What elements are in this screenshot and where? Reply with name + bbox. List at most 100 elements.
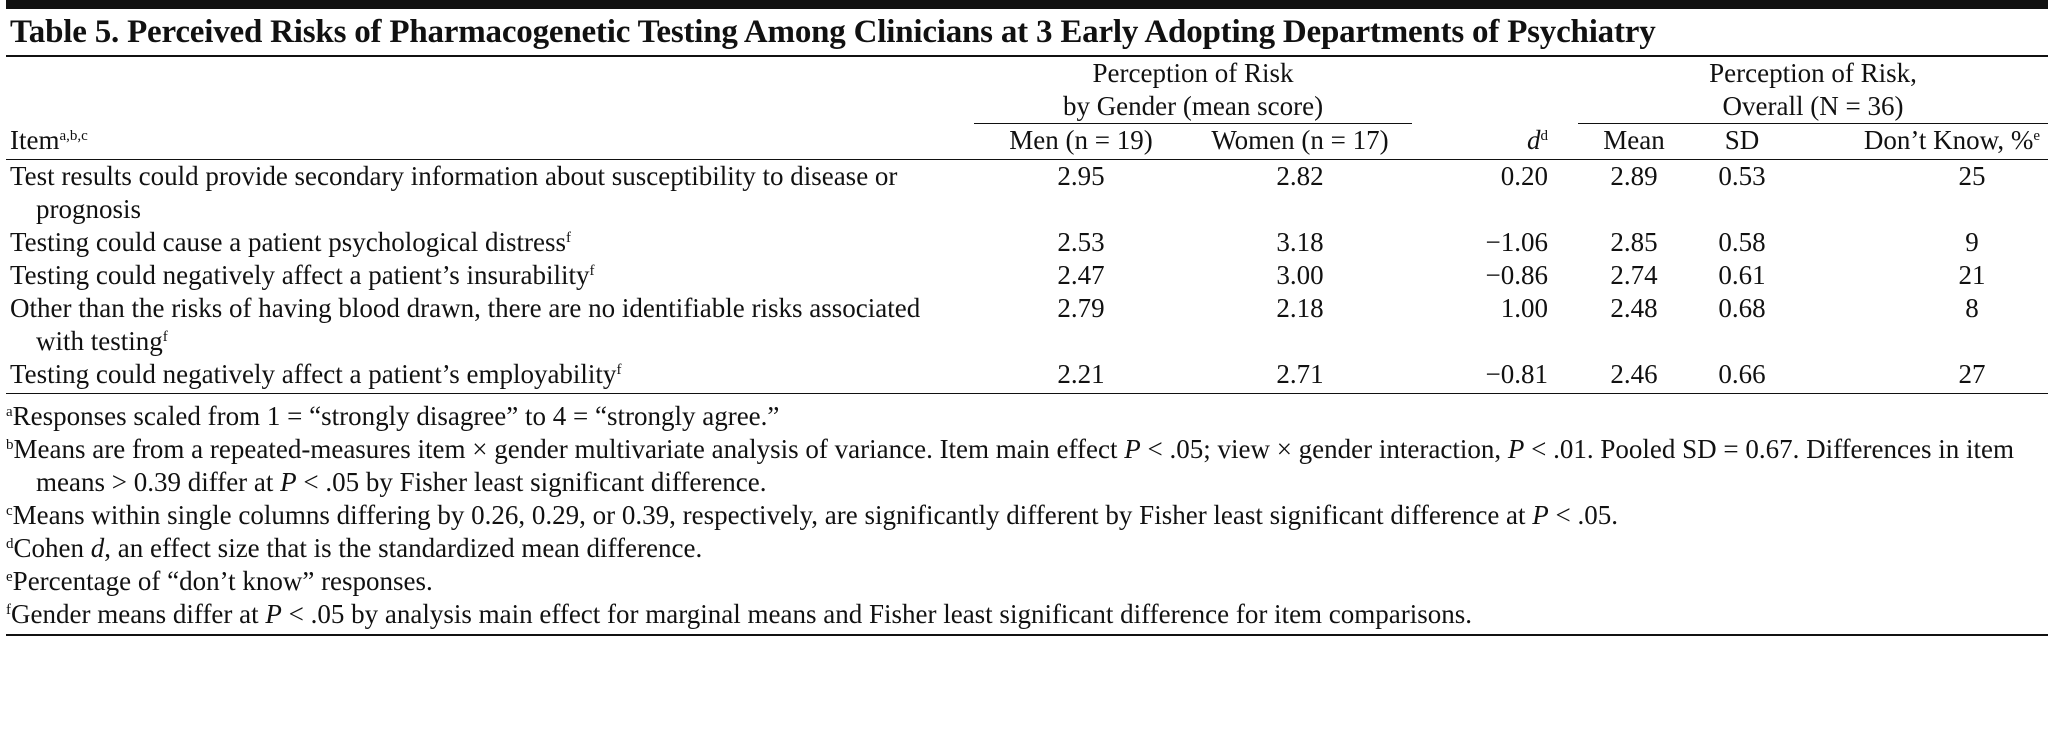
item-cell: Testing could negatively affect a patien…	[6, 259, 974, 292]
value-cell: 2.18	[1276, 293, 1324, 323]
column-header: Don’t Know, %e	[1794, 123, 2049, 160]
footnote-mark: a	[6, 404, 13, 420]
value-cell: 0.53	[1718, 161, 1766, 191]
footnote-mark: c	[6, 503, 13, 519]
table-row: Testing could cause a patient psychologi…	[6, 226, 2048, 259]
value-cell: 2.47	[1057, 260, 1105, 290]
footnote-text: < .05; view × gender interaction,	[1140, 434, 1508, 464]
group-header-line: Perception of Risk,	[1709, 58, 1917, 88]
item-cell: Testing could negatively affect a patien…	[6, 358, 974, 394]
footnote-text: , an effect size that is the standardize…	[104, 533, 703, 563]
footnote-text: Means are from a repeated-measures item …	[13, 434, 1125, 464]
column-header: Women (n = 17)	[1188, 123, 1413, 160]
group-header: Perception of Risk by Gender (mean score)	[974, 57, 1413, 124]
group-header-line: Overall (N = 36)	[1722, 91, 1904, 121]
value-cell: 9	[1965, 227, 1979, 257]
footnote-text: P	[280, 467, 297, 497]
group-header: Perception of Risk, Overall (N = 36)	[1578, 57, 2049, 124]
footnote-text: P	[1124, 434, 1141, 464]
footnotes: aResponses scaled from 1 = “strongly dis…	[6, 394, 2048, 636]
value-cell: 2.71	[1188, 358, 1413, 394]
value-cell: 25	[1958, 161, 1986, 191]
footnote: cMeans within single columns differing b…	[6, 499, 2048, 532]
item-cell: Test results could provide secondary inf…	[6, 160, 974, 227]
value-cell: 2.82	[1276, 161, 1324, 191]
column-header-text: SD	[1724, 125, 1760, 155]
value-cell: 27	[1794, 358, 2049, 394]
value-cell: 21	[1958, 260, 1986, 290]
superscript: f	[616, 362, 622, 378]
footnote-text: Percentage of “don’t know” responses.	[12, 566, 433, 596]
document: Table 5. Perceived Risks of Pharmacogene…	[6, 0, 2049, 636]
table-row: Other than the risks of having blood dra…	[6, 292, 2048, 358]
column-header-text: Don’t Know, %	[1863, 125, 2034, 155]
item-header: Itema,b,c	[6, 123, 974, 160]
item-header-text: Item	[10, 125, 60, 155]
footnote-text: P	[1532, 500, 1549, 530]
value-cell: 0.58	[1718, 227, 1766, 257]
value-cell: −0.86	[1485, 260, 1549, 290]
column-header-text: Mean	[1603, 125, 1665, 155]
footnote: bMeans are from a repeated-measures item…	[6, 433, 2048, 499]
value-cell: 1.00	[1500, 293, 1549, 323]
footnote-text: d	[90, 533, 105, 563]
value-cell: −0.81	[1412, 358, 1579, 394]
footnote-text: P	[1507, 434, 1525, 464]
footnote: dCohen d, an effect size that is the sta…	[6, 532, 2048, 565]
footnote-mark: d	[6, 536, 14, 552]
value-cell: 3.00	[1276, 260, 1324, 290]
footnote-mark: b	[6, 437, 14, 453]
footnote-text: < .05 by analysis main effect for margin…	[281, 599, 1473, 629]
item-text: Other than the risks of having blood dra…	[10, 293, 921, 356]
group-header-line: by Gender (mean score)	[1062, 91, 1324, 121]
table-row: Testing could negatively affect a patien…	[6, 259, 2048, 292]
footnote: ePercentage of “don’t know” responses.	[6, 565, 2048, 598]
footnote-text: < .05.	[1548, 500, 1619, 530]
value-cell: 2.79	[1057, 293, 1105, 323]
value-cell: 2.85	[1610, 227, 1658, 257]
header-cell	[6, 57, 974, 124]
table-body: Test results could provide secondary inf…	[6, 160, 2049, 394]
value-cell: 0.68	[1718, 293, 1766, 323]
superscript: d	[1540, 128, 1549, 144]
footnote-mark: f	[6, 602, 11, 618]
header-cell	[1412, 57, 1578, 124]
footnote-text: P	[265, 599, 282, 629]
footnote-mark: e	[6, 569, 13, 585]
value-cell: 0.66	[1690, 358, 1795, 394]
column-header: dd	[1412, 123, 1579, 160]
value-cell: 8	[1965, 293, 1979, 323]
item-text: Testing could negatively affect a patien…	[10, 260, 590, 290]
value-cell: 2.46	[1578, 358, 1691, 394]
footnote-text: < .01. Pooled SD = 0.67. Differences in …	[36, 434, 2014, 497]
item-text: Testing could cause a patient psychologi…	[10, 227, 566, 257]
value-cell: 0.20	[1500, 161, 1549, 191]
value-cell: 2.89	[1610, 161, 1658, 191]
superscript: a,b,c	[59, 128, 88, 144]
footnote: fGender means differ at P < .05 by analy…	[6, 598, 2048, 631]
superscript: f	[565, 230, 571, 246]
footnote-text: Gender means differ at	[11, 599, 266, 629]
footnote-text: < .05 by Fisher least significant differ…	[296, 467, 767, 497]
table-title: Table 5. Perceived Risks of Pharmacogene…	[6, 9, 2048, 57]
column-header: Mean	[1578, 123, 1691, 160]
column-header-text: Women (n = 17)	[1211, 125, 1389, 155]
column-header: Men (n = 19)	[974, 123, 1188, 160]
value-cell: −1.06	[1485, 227, 1549, 257]
column-header-text: d	[1527, 125, 1541, 155]
item-cell: Testing could cause a patient psychologi…	[6, 226, 974, 259]
footnote-text: Cohen	[13, 533, 91, 563]
header-row: Itema,b,c Men (n = 19) Women (n = 17) dd Mea…	[6, 123, 2049, 160]
superscript: f	[162, 329, 168, 345]
value-cell: 2.95	[1057, 161, 1105, 191]
header-row: Perception of Risk by Gender (mean score)…	[6, 57, 2049, 124]
column-header-text: Men (n = 19)	[1009, 125, 1153, 155]
value-cell: 2.48	[1610, 293, 1658, 323]
table-row: Test results could provide secondary inf…	[6, 160, 2048, 227]
value-cell: 0.61	[1718, 260, 1766, 290]
item-text: Testing could negatively affect a patien…	[10, 359, 617, 389]
item-text: Test results could provide secondary inf…	[10, 161, 898, 224]
top-rule	[6, 0, 2048, 9]
table: Perception of Risk by Gender (mean score)…	[6, 57, 2049, 394]
